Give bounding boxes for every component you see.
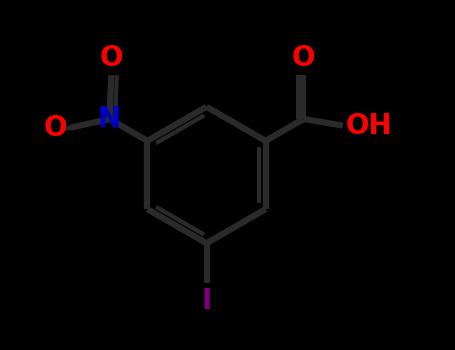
Text: N: N	[98, 105, 121, 133]
Text: O: O	[292, 44, 315, 72]
Text: OH: OH	[346, 112, 392, 140]
Text: O: O	[44, 114, 67, 142]
Text: I: I	[202, 287, 212, 315]
Text: O: O	[100, 44, 123, 72]
